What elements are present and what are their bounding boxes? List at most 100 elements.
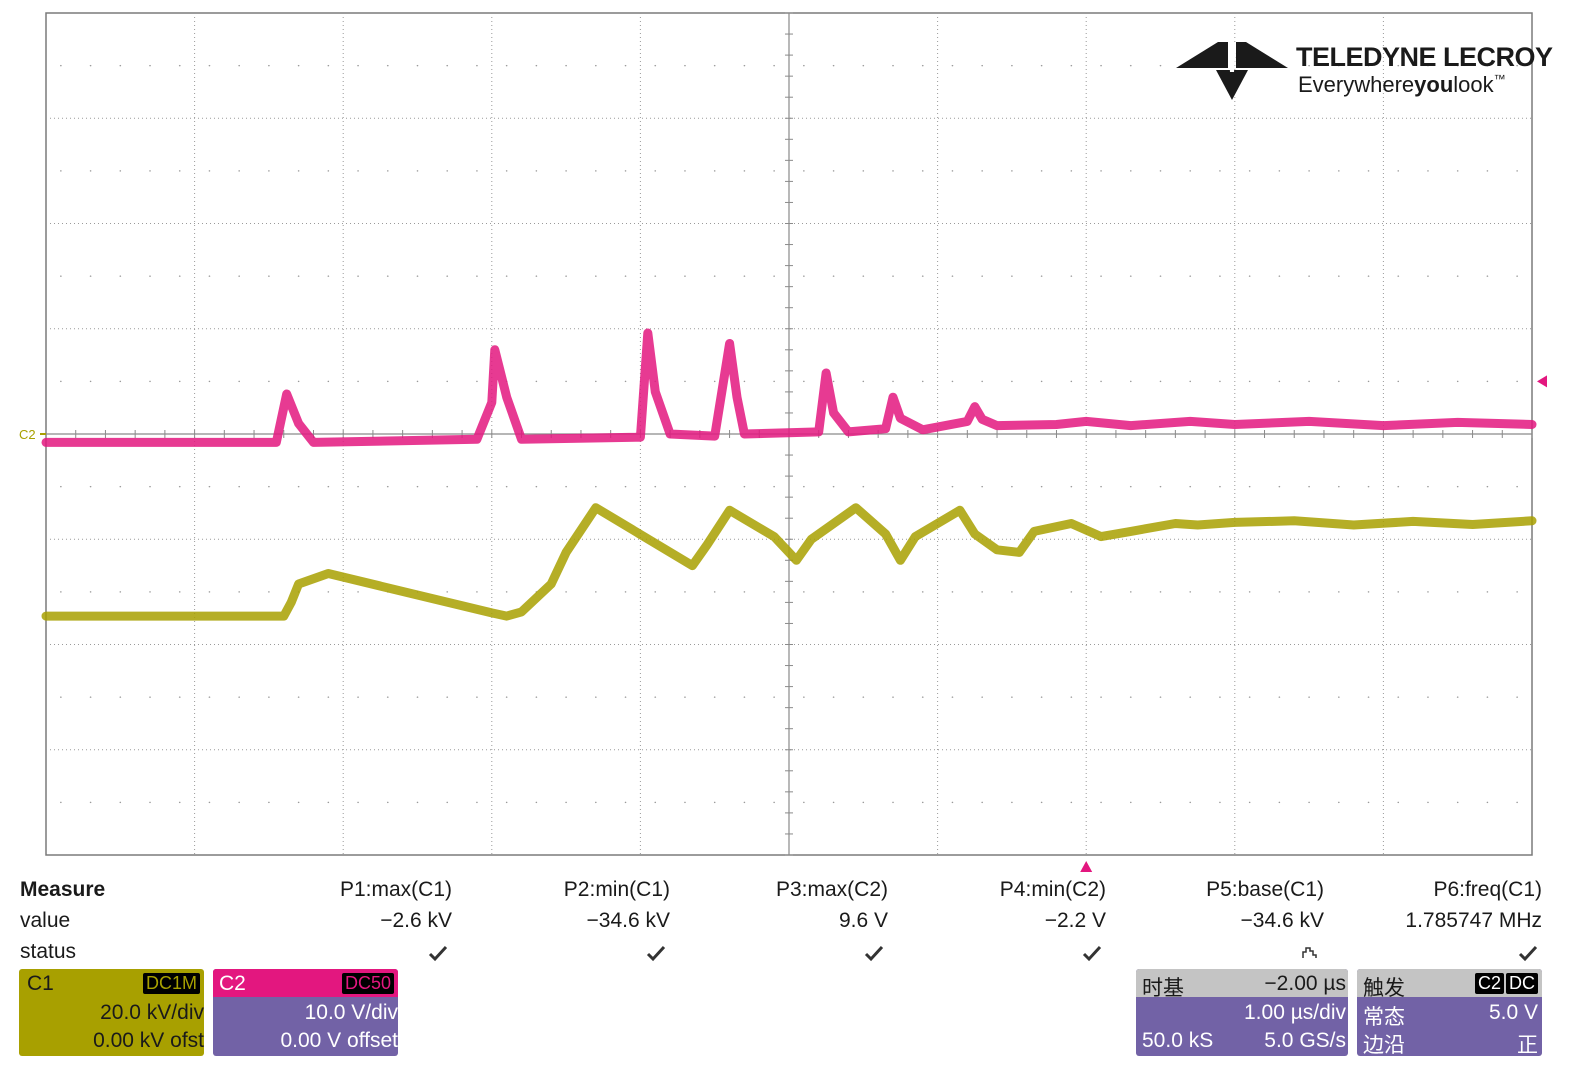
grid-dot: [1189, 696, 1192, 698]
trigger-box[interactable]: 触发 C2 DC 常态 5.0 V 边沿 正: [1357, 969, 1542, 1056]
grid-dot: [268, 64, 270, 67]
grid-dot: [743, 380, 746, 383]
grid-dot: [595, 380, 597, 383]
grid-dot: [297, 170, 300, 172]
grid-dot: [1516, 696, 1518, 698]
grid-dot: [357, 485, 359, 488]
channel-c2-box[interactable]: C2 DC50 10.0 V/div 0.00 V offset: [213, 969, 398, 1056]
grid-dot: [416, 275, 419, 277]
grid-dot: [862, 275, 865, 277]
grid-dot: [89, 170, 92, 172]
grid-dot: [1308, 696, 1310, 698]
measure-param-value: 1.785747 MHz: [1405, 909, 1542, 932]
grid-dot: [743, 591, 746, 593]
grid-dot: [357, 64, 359, 67]
grid-dot: [446, 696, 449, 698]
grid-dot: [1189, 380, 1192, 383]
teledyne-eagle-icon: [1176, 42, 1288, 100]
markers: C2: [19, 375, 1547, 872]
measure-param-label[interactable]: P3:max(C2): [775, 878, 888, 901]
grid-dot: [713, 591, 716, 593]
timebase-samples: 50.0 kS: [1142, 1029, 1214, 1052]
measure-param-label[interactable]: P1:max(C1): [339, 878, 452, 901]
grid-dot: [803, 485, 805, 488]
grid-dot: [1070, 64, 1073, 67]
measure-param-label[interactable]: P5:base(C1): [1206, 878, 1324, 901]
grid-dot: [1100, 275, 1102, 277]
status-check-icon: [428, 945, 448, 962]
grid-dot: [60, 485, 62, 488]
grid-dot: [773, 170, 775, 172]
grid-dot: [1159, 591, 1162, 593]
grid-dot: [119, 380, 122, 383]
grid-dot: [1367, 170, 1370, 172]
grid-dot: [1486, 591, 1489, 593]
grid-dot: [1100, 170, 1102, 172]
grid-dot: [981, 485, 983, 488]
grid-dot: [208, 380, 211, 383]
grid-dot: [446, 485, 449, 488]
grid-dot: [535, 275, 538, 277]
grid-dot: [446, 380, 449, 383]
grid-dot: [595, 485, 597, 488]
grid-dot: [178, 801, 181, 804]
status-check-icon: [1518, 945, 1538, 962]
grid-dot: [1486, 485, 1489, 488]
measure-param-label[interactable]: P2:min(C1): [563, 878, 670, 901]
grid-dot: [476, 64, 478, 67]
grid-dot: [1367, 591, 1370, 593]
measure-param-value: 9.6 V: [838, 909, 888, 932]
grid-dot: [1278, 801, 1281, 804]
grid-dot: [684, 801, 686, 804]
grid-dot: [1129, 275, 1132, 277]
measure-param-label[interactable]: P6:freq(C1): [1433, 878, 1542, 901]
grid-dot: [535, 64, 538, 67]
grid-dot: [1456, 64, 1459, 67]
grid-dot: [416, 696, 419, 698]
grid-dot: [1040, 275, 1043, 277]
timebase-box[interactable]: 时基 −2.00 µs 1.00 µs/div 50.0 kS 5.0 GS/s: [1136, 969, 1348, 1056]
grid-dot: [149, 64, 151, 67]
grid-dot: [1129, 696, 1132, 698]
grid-dot: [505, 801, 508, 804]
grid-dot: [178, 170, 181, 172]
grid-dot: [654, 591, 657, 593]
grid-dot: [357, 380, 359, 383]
grid-dot: [386, 64, 389, 67]
channel-c2-offset: 0.00 V offset: [280, 1029, 398, 1052]
grid-dot: [1159, 275, 1162, 277]
grid-dot: [684, 696, 686, 698]
grid-dot: [238, 170, 240, 172]
channel-c2-label: C2: [219, 972, 246, 995]
status-check-icon: [1082, 945, 1102, 962]
trigger-label: 触发: [1363, 977, 1405, 1000]
grid-dot: [1248, 170, 1251, 172]
grid-dot: [505, 275, 508, 277]
grid-dot: [386, 170, 389, 172]
grid-dot: [1100, 485, 1102, 488]
grid-dot: [832, 170, 835, 172]
trigger-mode: 常态: [1363, 1006, 1405, 1029]
grid-dot: [1070, 275, 1073, 277]
grid-dot: [386, 696, 389, 698]
channel-c2-scale: 10.0 V/div: [304, 1001, 398, 1024]
channel-c1-box[interactable]: C1 DC1M 20.0 kV/div 0.00 kV ofst: [19, 969, 204, 1056]
grid-dot: [178, 696, 181, 698]
grid-dot: [1070, 591, 1073, 593]
grid-dot: [743, 801, 746, 804]
grid-dot: [208, 485, 211, 488]
measure-param-label[interactable]: P4:min(C2): [999, 878, 1106, 901]
channel-c1-scale: 20.0 kV/div: [100, 1001, 204, 1024]
grid-dot: [1338, 591, 1340, 593]
grid-dot: [476, 275, 478, 277]
grid-dot: [624, 64, 627, 67]
grid-dot: [1397, 696, 1400, 698]
grid-dot: [327, 696, 330, 698]
grid-dot: [773, 275, 775, 277]
grid-dot: [624, 380, 627, 383]
grid-dot: [238, 591, 240, 593]
grid-dot: [535, 170, 538, 172]
grid-dot: [1248, 485, 1251, 488]
grid-dot: [1189, 485, 1192, 488]
grid-dot: [1516, 275, 1518, 277]
